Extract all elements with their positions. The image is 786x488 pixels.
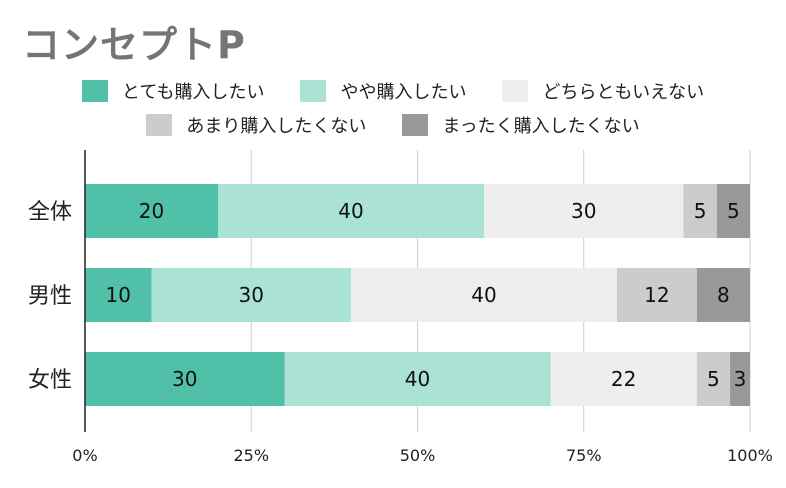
data-label: 40	[405, 367, 430, 391]
category-label: 全体	[28, 200, 72, 225]
bar-segment	[85, 184, 218, 238]
bar-segment	[696, 352, 731, 406]
data-label: 30	[239, 283, 264, 307]
data-label: 5	[727, 199, 740, 223]
legend-swatch-3	[502, 80, 529, 102]
data-label: 10	[106, 283, 131, 307]
category-label: 女性	[28, 368, 72, 393]
legend-label-1: とても購入したい	[121, 82, 265, 103]
legend-item-4: あまり購入したくない	[146, 112, 366, 138]
x-tick-label: 0%	[72, 446, 97, 465]
bar-segment	[484, 184, 684, 238]
legend-swatch-2	[300, 80, 327, 102]
bar-segment	[284, 352, 551, 406]
legend-swatch-4	[146, 114, 173, 136]
legend-row-2: あまり購入したくない まったく購入したくない	[0, 112, 786, 138]
data-label: 30	[172, 367, 197, 391]
data-label: 20	[139, 199, 164, 223]
bar-segment	[716, 184, 750, 238]
legend-label-5: まったく購入したくない	[442, 116, 640, 137]
legend-label-4: あまり購入したくない	[186, 116, 367, 137]
category-label: 男性	[28, 284, 72, 309]
legend-row-1: とても購入したい やや購入したい どちらともいえない	[0, 78, 786, 104]
data-label: 8	[717, 283, 730, 307]
bar-segment	[218, 184, 484, 238]
legend-item-1: とても購入したい	[81, 78, 265, 104]
data-label: 5	[694, 199, 707, 223]
bar-segment	[351, 268, 617, 322]
bar-segment	[151, 268, 351, 322]
x-tick-label: 100%	[727, 446, 773, 465]
bar-segment	[85, 268, 152, 322]
data-label: 40	[471, 283, 496, 307]
bar-segment	[617, 268, 697, 322]
x-tick-label: 75%	[566, 446, 602, 465]
legend-item-3: どちらともいえない	[502, 78, 704, 104]
legend-label-2: やや購入したい	[340, 82, 467, 103]
data-label: 12	[644, 283, 669, 307]
chart-title: コンセプトP	[22, 23, 246, 67]
data-label: 3	[734, 367, 747, 391]
data-label: 30	[571, 199, 596, 223]
legend-swatch-5	[402, 114, 429, 136]
bar-segment	[730, 352, 750, 406]
x-tick-label: 25%	[233, 446, 269, 465]
legend-item-5: まったく購入したくない	[402, 112, 640, 138]
legend-label-3: どちらともいえない	[542, 82, 705, 103]
legend-swatch-1	[81, 80, 108, 102]
bar-segment	[696, 268, 750, 322]
bar-segment	[683, 184, 717, 238]
legend-item-2: やや購入したい	[300, 78, 466, 104]
data-label: 22	[611, 367, 636, 391]
bar-segment	[550, 352, 697, 406]
data-label: 40	[338, 199, 363, 223]
data-label: 5	[707, 367, 720, 391]
x-tick-label: 50%	[400, 446, 436, 465]
bar-segment	[85, 352, 285, 406]
